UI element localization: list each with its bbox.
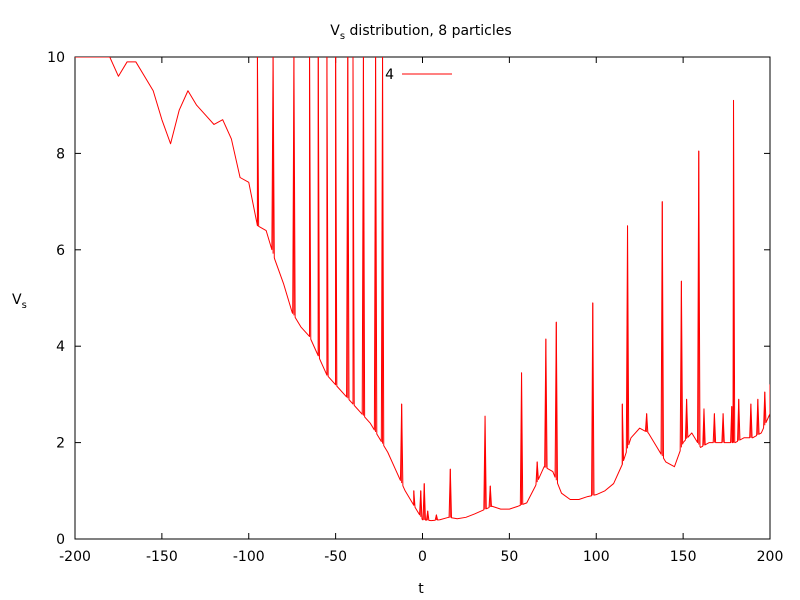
y-tick-label: 10 — [47, 50, 65, 66]
plot-border — [74, 56, 771, 540]
chart-title-rest: distribution, 8 particles — [345, 23, 512, 39]
x-tick-label: -50 — [324, 549, 347, 565]
y-tick-label: 8 — [56, 146, 65, 162]
series-group — [75, 57, 770, 522]
plot-frame — [74, 56, 771, 540]
x-tick-label: -100 — [233, 549, 265, 565]
y-tick-label: 0 — [56, 532, 65, 548]
y-tick-label: 6 — [56, 243, 65, 259]
y-tick-label: 4 — [56, 339, 65, 355]
y-axis-label: Vs — [12, 292, 27, 311]
y-tick-label: 2 — [56, 436, 65, 452]
y-axis-label-main: V — [12, 292, 22, 308]
y-axis-label-subscript: s — [22, 300, 27, 311]
chart-title-main: V — [330, 23, 340, 39]
series-line — [75, 57, 770, 522]
chart-title-subscript: s — [340, 31, 345, 42]
x-axis-ticks: -200 -150 -100 -50 0 50 100 150 200 — [59, 57, 783, 565]
x-tick-label: 50 — [500, 549, 518, 565]
x-tick-label: -150 — [146, 549, 178, 565]
y-axis-ticks: 0 2 4 6 8 10 — [47, 50, 770, 548]
legend-label: 4 — [385, 67, 394, 83]
series-4 — [75, 57, 770, 522]
x-tick-label: 150 — [670, 549, 697, 565]
x-axis-label: t — [418, 581, 424, 597]
x-tick-label: 0 — [418, 549, 427, 565]
legend: 4 — [385, 67, 452, 83]
x-tick-label: -200 — [59, 549, 91, 565]
x-tick-label: 100 — [583, 549, 610, 565]
chart-title: Vs distribution, 8 particles — [330, 23, 511, 42]
x-tick-label: 200 — [757, 549, 784, 565]
